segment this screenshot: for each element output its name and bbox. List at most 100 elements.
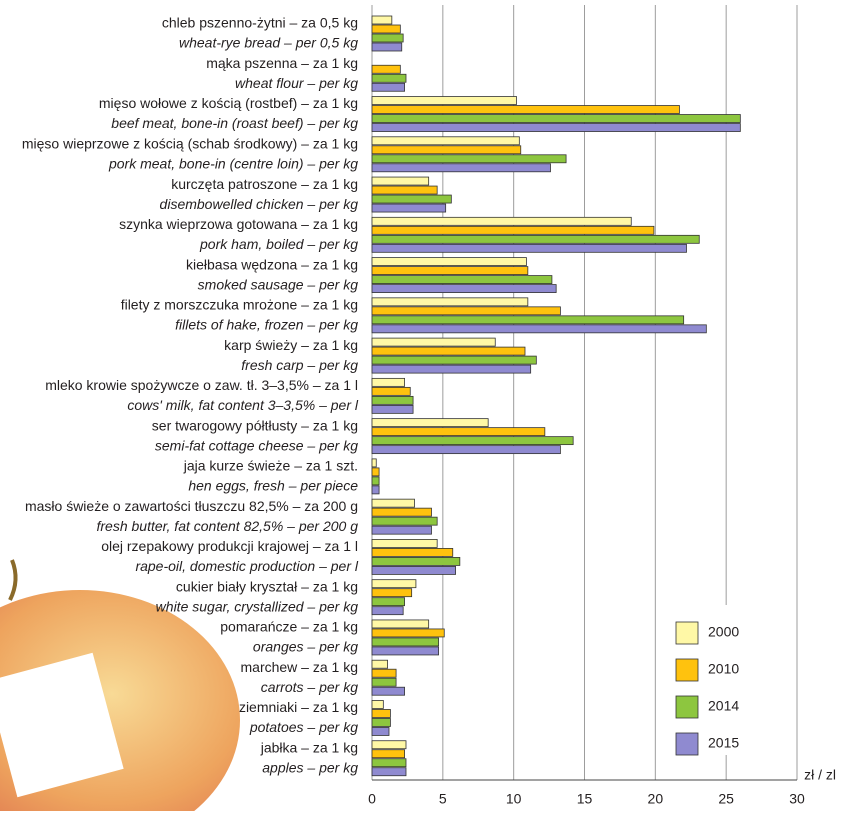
legend-label: 2015 xyxy=(708,735,739,751)
bar xyxy=(371,194,452,204)
bar xyxy=(371,548,454,557)
x-tick-label: 5 xyxy=(439,791,447,807)
bar xyxy=(371,525,432,535)
legend-swatch xyxy=(675,658,699,682)
bar xyxy=(371,123,741,132)
bar xyxy=(371,637,439,647)
category-label-en: wheat flour – per kg xyxy=(235,75,358,91)
category-label-en: wheat-rye bread – per 0,5 kg xyxy=(179,35,358,51)
bar xyxy=(371,395,414,405)
category-label: mięso wieprzowe z kością (schab środkowy… xyxy=(22,135,358,151)
category-label: chleb pszenno-żytni – za 0,5 kg xyxy=(162,15,358,31)
bar xyxy=(371,767,407,777)
category-label-en: semi-fat cottage cheese – per kg xyxy=(155,437,358,453)
category-label-en: fillets of hake, frozen – per kg xyxy=(175,317,358,333)
category-label: ser twarogowy półtłusty – za 1 kg xyxy=(152,417,358,433)
category-label: szynka wieprzowa gotowana – za 1 kg xyxy=(119,216,358,232)
bar xyxy=(371,677,397,687)
bar xyxy=(371,243,687,253)
bar xyxy=(371,234,700,244)
bar xyxy=(371,337,496,347)
category-label-en: carrots – per kg xyxy=(261,679,358,695)
bar xyxy=(371,659,388,669)
bar xyxy=(371,225,655,235)
bar xyxy=(371,597,405,607)
apple-decoration xyxy=(0,559,240,816)
bar xyxy=(371,154,567,164)
bar xyxy=(371,579,417,589)
bar xyxy=(371,105,680,114)
legend-swatch xyxy=(675,695,699,719)
bar xyxy=(371,15,393,25)
bar xyxy=(371,163,551,173)
bar xyxy=(371,114,741,123)
x-tick-label: 20 xyxy=(648,791,664,807)
legend-swatch xyxy=(675,621,699,645)
bar xyxy=(371,566,456,575)
bar xyxy=(371,727,390,736)
bar xyxy=(371,176,430,186)
category-label-en: fresh butter, fat content 82,5% – per 20… xyxy=(96,518,358,534)
bar xyxy=(371,668,397,678)
bar xyxy=(371,216,632,226)
legend-label: 2000 xyxy=(708,624,739,640)
legend-swatch xyxy=(675,732,699,756)
bar xyxy=(371,24,401,34)
bar xyxy=(371,364,532,374)
category-label-en: oranges – per kg xyxy=(253,639,358,655)
category-label-en: fresh carp – per kg xyxy=(241,357,358,373)
bar xyxy=(371,436,574,446)
x-tick-label: 0 xyxy=(368,791,376,807)
category-label: mąka pszenna – za 1 kg xyxy=(206,55,358,71)
bar xyxy=(371,709,391,718)
category-label-en: pork ham, boiled – per kg xyxy=(199,236,358,252)
bar xyxy=(371,355,537,365)
bar xyxy=(371,185,438,195)
bar xyxy=(371,33,404,43)
category-label: mleko krowie spożywcze o zaw. tł. 3–3,5%… xyxy=(45,377,358,393)
bar xyxy=(371,266,529,275)
bar xyxy=(371,516,438,526)
bar xyxy=(371,275,553,284)
bar xyxy=(371,700,384,709)
category-label: jabłka – za 1 kg xyxy=(260,739,358,755)
legend-label: 2014 xyxy=(708,698,739,714)
category-label: kurczęta patroszone – za 1 kg xyxy=(171,176,358,192)
bar xyxy=(371,96,517,105)
bar xyxy=(371,418,489,428)
category-label-en: hen eggs, fresh – per piece xyxy=(188,478,358,494)
bar xyxy=(371,458,377,468)
bar xyxy=(371,749,405,759)
x-tick-label: 25 xyxy=(718,791,734,807)
x-tick-label: 10 xyxy=(506,791,522,807)
bar xyxy=(371,557,461,566)
category-label: ziemniaki – za 1 kg xyxy=(239,699,358,715)
bar xyxy=(371,257,527,266)
x-tick-label: 15 xyxy=(577,791,593,807)
category-label: pomarańcze – za 1 kg xyxy=(220,619,358,635)
bar xyxy=(371,386,411,396)
bar xyxy=(371,718,391,727)
bar xyxy=(371,476,380,486)
bar xyxy=(371,346,526,356)
category-label-en: potatoes – per kg xyxy=(249,719,358,735)
bar xyxy=(371,686,405,696)
bar xyxy=(371,315,685,325)
x-unit-label: zł / zl xyxy=(804,767,836,783)
bar xyxy=(371,427,546,437)
bar xyxy=(371,306,561,316)
category-label-en: beef meat, bone-in (roast beef) – per kg xyxy=(111,115,358,131)
category-label: jaja kurze świeże – za 1 szt. xyxy=(183,458,358,474)
bar xyxy=(371,445,561,455)
category-label: masło świeże o zawartości tłuszczu 82,5%… xyxy=(25,498,358,514)
bar xyxy=(371,404,414,414)
category-label-en: pork meat, bone-in (centre loin) – per k… xyxy=(108,155,358,171)
category-label: mięso wołowe z kością (rostbef) – za 1 k… xyxy=(99,95,358,111)
bar xyxy=(371,758,407,768)
category-label-en: cows' milk, fat content 3–3,5% – per l xyxy=(127,397,359,413)
category-label: karp świeży – za 1 kg xyxy=(224,337,358,353)
bar xyxy=(371,498,415,508)
bar xyxy=(371,628,445,638)
bar xyxy=(371,377,405,387)
bar xyxy=(371,324,707,334)
